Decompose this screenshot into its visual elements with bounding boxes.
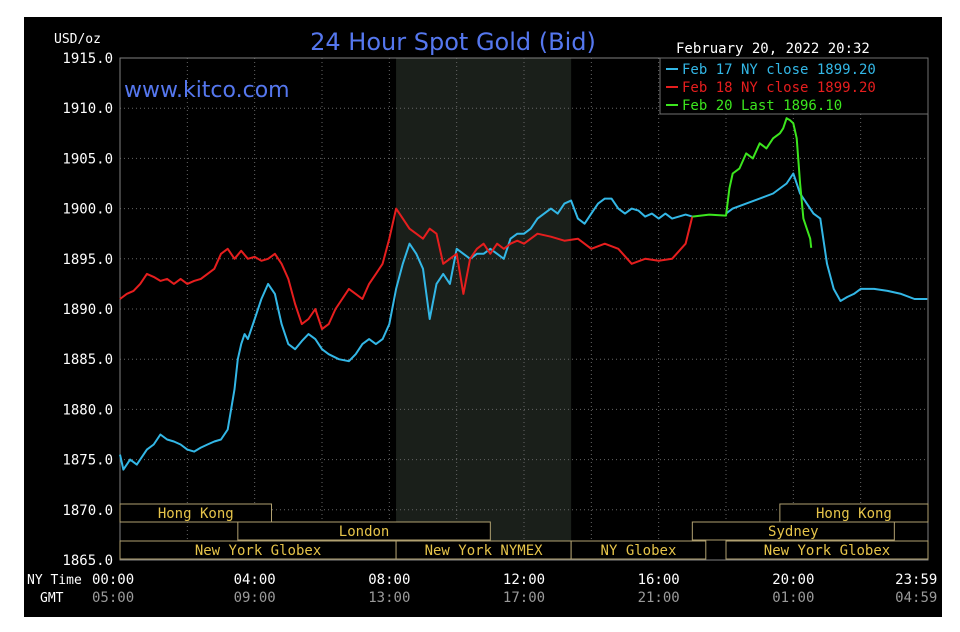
legend-entry-feb18: Feb 18 NY close 1899.20 [682, 80, 876, 96]
x-axis: 00:00 05:00 04:00 09:00 08:00 13:00 12:00 17:00… [92, 572, 937, 606]
y-tick-label: 1865.0 [62, 553, 113, 569]
session-box [691, 521, 895, 541]
x-tick-gmt: 04:59 [895, 590, 937, 606]
y-tick-label: 1880.0 [62, 402, 113, 418]
x-tick-ny: 04:00 [234, 572, 276, 588]
legend: Feb 17 NY close 1899.20 Feb 18 NY close … [659, 57, 929, 115]
session-label: Sydney [768, 524, 819, 540]
nymex-session-band [396, 58, 572, 560]
session-box [570, 540, 707, 560]
market-sessions: Hong Kong Hong Kong London Sydney New York G… [119, 503, 929, 560]
y-tick-label: 1895.0 [62, 252, 113, 268]
series-line-feb18 [119, 207, 694, 331]
x-tick-ny: 08:00 [368, 572, 410, 588]
x-tick-ny: 12:00 [503, 572, 545, 588]
x-tick-ny: 00:00 [92, 572, 134, 588]
session-box [119, 503, 272, 523]
series-line-feb17-overnight [725, 172, 928, 302]
session-label: Hong Kong [158, 506, 234, 522]
y-tick-label: 1910.0 [62, 101, 113, 117]
series-line-feb20 [692, 117, 813, 248]
series-line-feb17 [119, 197, 693, 471]
date-label: February 20, 2022 20:32 [676, 41, 870, 57]
session-label: New York NYMEX [425, 543, 544, 559]
legend-entry-feb17: Feb 17 NY close 1899.20 [682, 62, 876, 78]
y-tick-label: 1875.0 [62, 453, 113, 469]
y-tick-label: 1885.0 [62, 352, 113, 368]
x-tick-gmt: 21:00 [638, 590, 680, 606]
x-tick-ny: 20:00 [772, 572, 814, 588]
x-tick-gmt: 01:00 [772, 590, 814, 606]
y-tick-label: 1900.0 [62, 202, 113, 218]
session-label: New York Globex [764, 543, 890, 559]
session-label: NY Globex [601, 543, 677, 559]
x-tick-gmt: 09:00 [234, 590, 276, 606]
y-tick-label: 1915.0 [62, 51, 113, 67]
watermark: www.kitco.com [124, 78, 290, 103]
price-series [119, 117, 928, 471]
x-tick-ny: 23:59 [895, 572, 937, 588]
session-label: London [339, 524, 390, 540]
x-tick-gmt: 13:00 [368, 590, 410, 606]
y-axis: 1915.0 1910.0 1905.0 1900.0 1895.0 1890.0 1885… [62, 51, 113, 569]
x-tick-gmt: 05:00 [92, 590, 134, 606]
session-box [237, 521, 491, 541]
y-tick-label: 1905.0 [62, 151, 113, 167]
legend-box [659, 57, 929, 115]
session-label: New York Globex [195, 543, 321, 559]
chart-title: 24 Hour Spot Gold (Bid) [310, 28, 596, 56]
session-box [725, 540, 929, 560]
y-axis-label: USD/oz [54, 32, 101, 47]
gmt-row-label: GMT [40, 591, 64, 606]
y-tick-label: 1890.0 [62, 302, 113, 318]
legend-entry-feb20: Feb 20 Last 1896.10 [682, 98, 842, 114]
ny-time-row-label: NY Time [27, 573, 82, 588]
plot-border [119, 57, 929, 561]
y-tick-label: 1870.0 [62, 503, 113, 519]
x-tick-gmt: 17:00 [503, 590, 545, 606]
x-tick-ny: 16:00 [638, 572, 680, 588]
session-label: Hong Kong [816, 506, 892, 522]
